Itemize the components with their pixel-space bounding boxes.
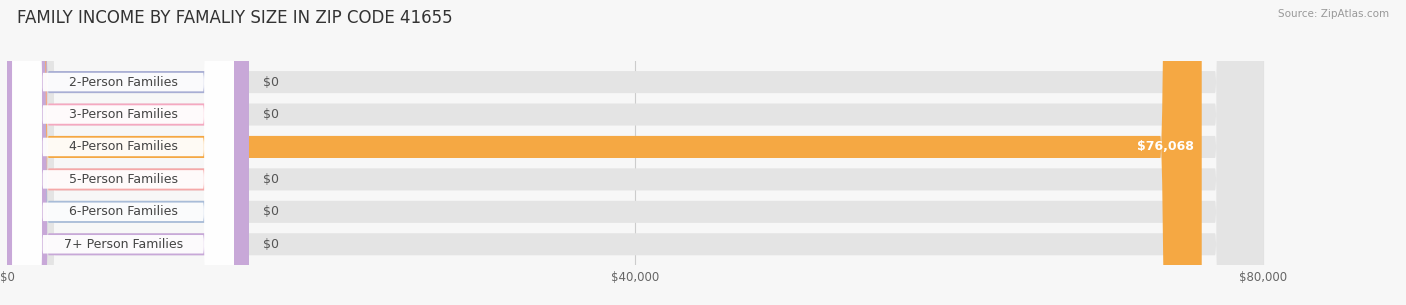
- FancyBboxPatch shape: [7, 0, 1202, 305]
- FancyBboxPatch shape: [13, 0, 233, 305]
- FancyBboxPatch shape: [7, 0, 1264, 305]
- Text: Source: ZipAtlas.com: Source: ZipAtlas.com: [1278, 9, 1389, 19]
- Text: 3-Person Families: 3-Person Families: [69, 108, 177, 121]
- Text: 5-Person Families: 5-Person Families: [69, 173, 177, 186]
- FancyBboxPatch shape: [13, 0, 233, 305]
- Text: $0: $0: [263, 173, 278, 186]
- Text: 2-Person Families: 2-Person Families: [69, 76, 177, 88]
- FancyBboxPatch shape: [7, 0, 249, 305]
- FancyBboxPatch shape: [7, 0, 249, 305]
- Text: FAMILY INCOME BY FAMALIY SIZE IN ZIP CODE 41655: FAMILY INCOME BY FAMALIY SIZE IN ZIP COD…: [17, 9, 453, 27]
- Text: 7+ Person Families: 7+ Person Families: [63, 238, 183, 251]
- Text: $0: $0: [263, 205, 278, 218]
- FancyBboxPatch shape: [7, 0, 1264, 305]
- FancyBboxPatch shape: [7, 0, 1264, 305]
- FancyBboxPatch shape: [7, 0, 1264, 305]
- FancyBboxPatch shape: [7, 0, 1264, 305]
- Text: $0: $0: [263, 238, 278, 251]
- Text: 4-Person Families: 4-Person Families: [69, 141, 177, 153]
- FancyBboxPatch shape: [7, 0, 249, 305]
- FancyBboxPatch shape: [7, 0, 1264, 305]
- Text: 6-Person Families: 6-Person Families: [69, 205, 177, 218]
- Text: $0: $0: [263, 76, 278, 88]
- FancyBboxPatch shape: [13, 0, 233, 305]
- FancyBboxPatch shape: [13, 0, 233, 305]
- Text: $0: $0: [263, 108, 278, 121]
- FancyBboxPatch shape: [7, 0, 249, 305]
- FancyBboxPatch shape: [7, 0, 249, 305]
- Text: $76,068: $76,068: [1136, 141, 1194, 153]
- FancyBboxPatch shape: [13, 0, 233, 305]
- FancyBboxPatch shape: [13, 0, 233, 305]
